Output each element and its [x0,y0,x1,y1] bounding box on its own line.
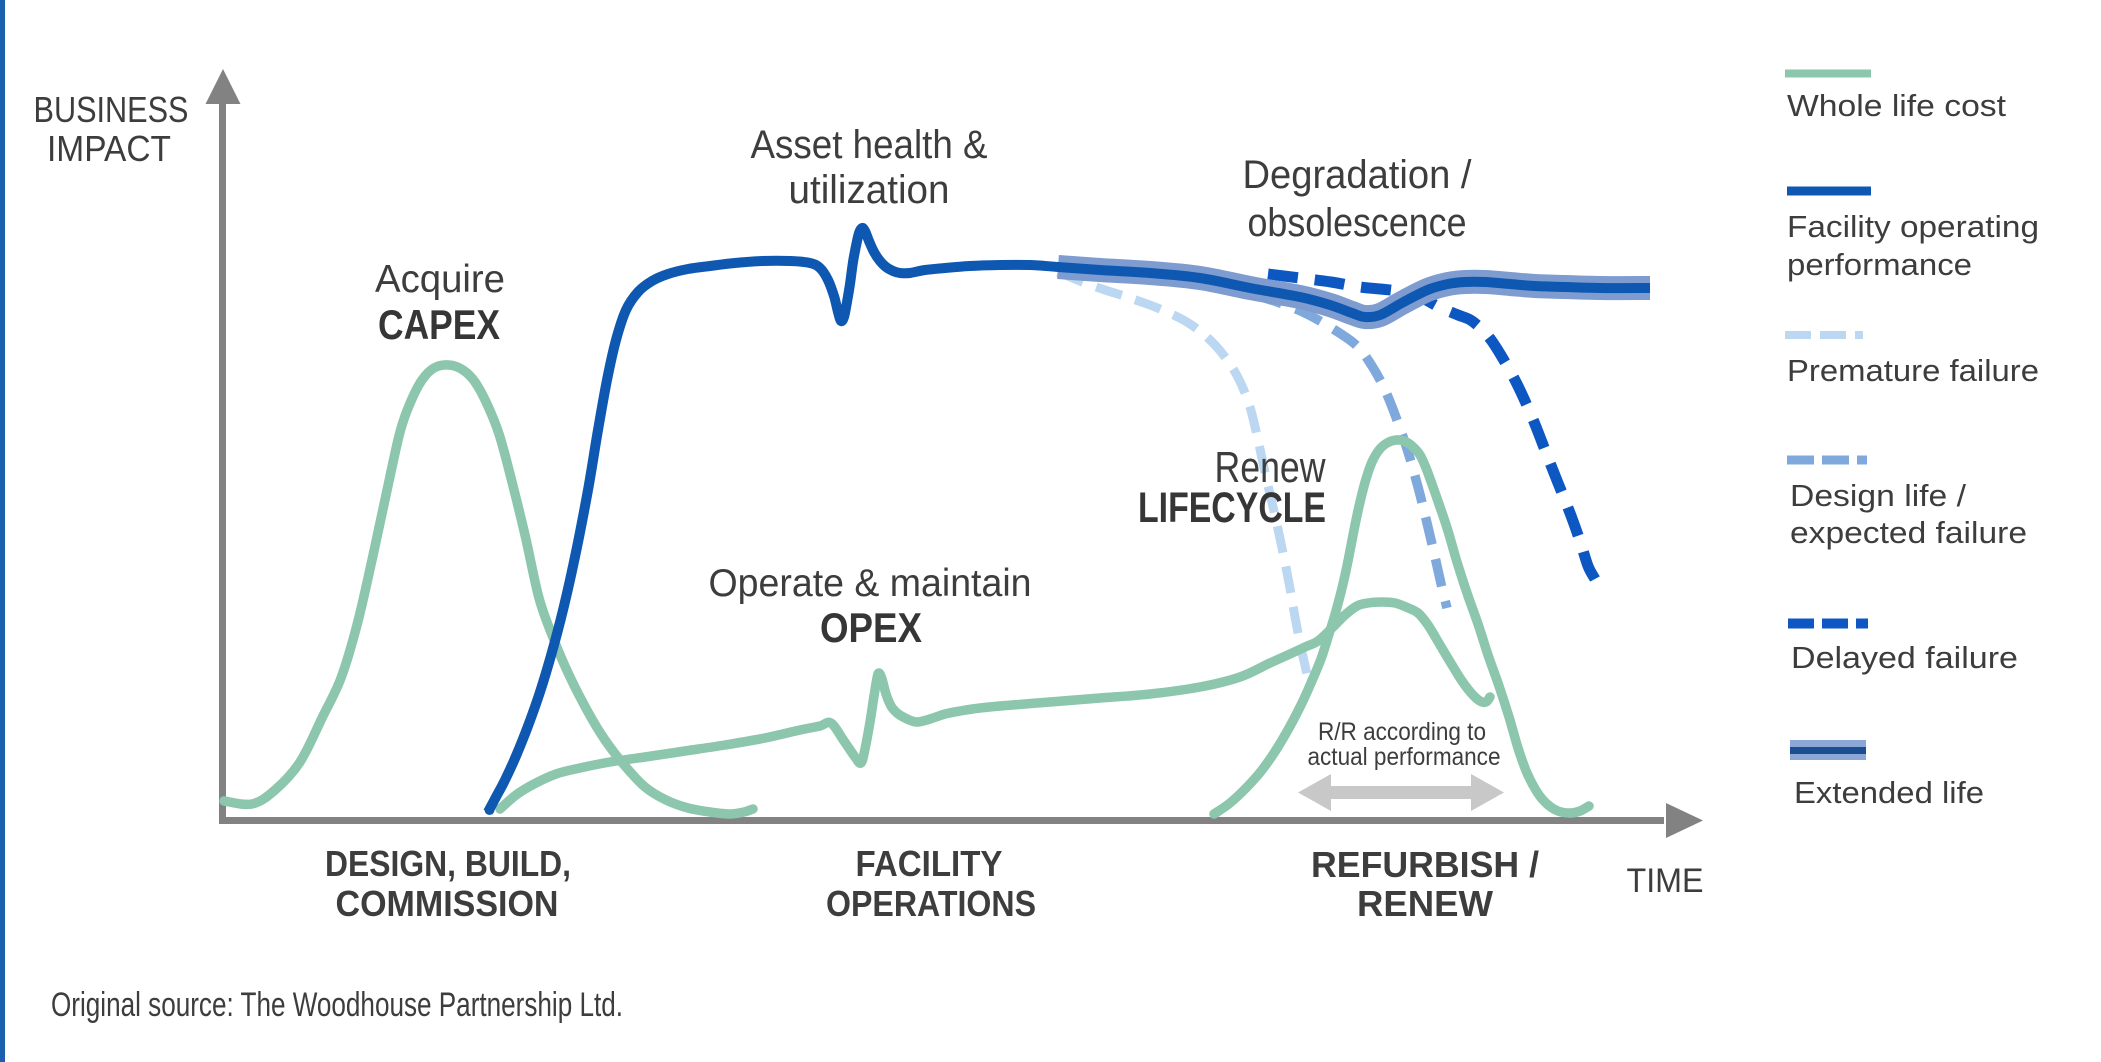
svg-text:expected failure: expected failure [1790,515,2027,550]
svg-text:LIFECYCLE: LIFECYCLE [1138,484,1326,532]
svg-text:Acquire: Acquire [375,258,505,301]
svg-text:Whole life cost: Whole life cost [1787,88,2006,123]
svg-text:R/R according to: R/R according to [1318,718,1486,746]
svg-text:RENEW: RENEW [1357,883,1493,924]
svg-text:Original source: The Woodhouse: Original source: The Woodhouse Partnersh… [51,986,623,1024]
svg-text:CAPEX: CAPEX [378,301,500,348]
svg-text:actual performance: actual performance [1308,743,1501,771]
svg-text:Design life /: Design life / [1790,478,1966,513]
svg-text:REFURBISH /: REFURBISH / [1311,844,1539,885]
svg-text:Delayed failure: Delayed failure [1791,640,2018,675]
svg-text:IMPACT: IMPACT [47,128,171,169]
svg-text:obsolescence: obsolescence [1248,201,1467,245]
svg-text:OPEX: OPEX [820,604,922,651]
svg-text:Asset health &: Asset health & [751,123,988,167]
svg-text:Operate & maintain: Operate & maintain [709,562,1032,605]
svg-text:Renew: Renew [1215,443,1326,492]
svg-text:TIME: TIME [1627,862,1704,900]
svg-text:DESIGN, BUILD,: DESIGN, BUILD, [325,843,571,884]
svg-text:Premature failure: Premature failure [1787,353,2039,388]
svg-text:performance: performance [1787,247,1972,282]
svg-text:Extended life: Extended life [1794,775,1984,810]
svg-text:COMMISSION: COMMISSION [336,883,559,924]
svg-text:Facility operating: Facility operating [1787,209,2039,244]
svg-text:FACILITY: FACILITY [856,843,1003,884]
svg-text:BUSINESS: BUSINESS [34,89,189,130]
svg-text:Degradation /: Degradation / [1243,153,1473,197]
svg-text:utilization: utilization [789,168,950,212]
svg-text:OPERATIONS: OPERATIONS [826,883,1036,924]
